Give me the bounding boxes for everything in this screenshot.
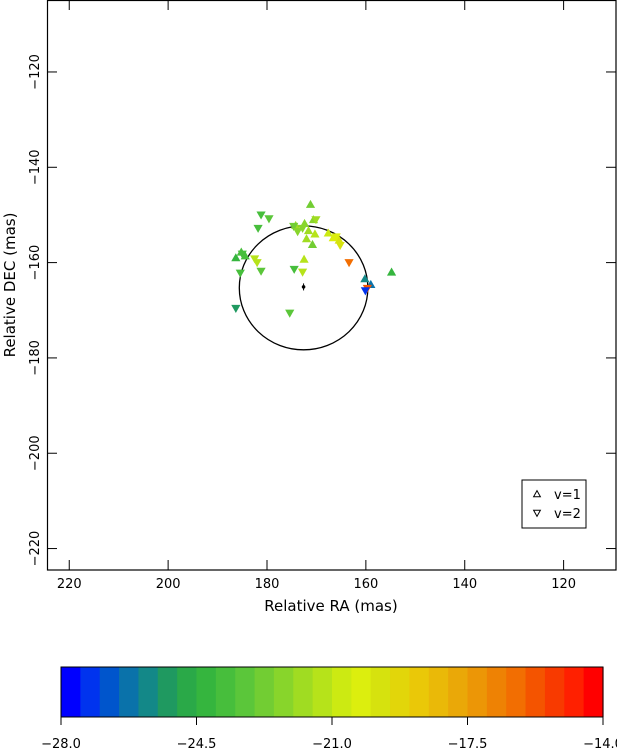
colorbar-tick-label: −24.5: [177, 737, 217, 750]
y-tick-label: −120: [28, 54, 43, 90]
x-tick-label: 140: [452, 577, 477, 592]
v2-point: [256, 267, 266, 276]
colorbar-swatch: [235, 667, 256, 717]
colorbar-swatch: [564, 667, 585, 717]
y-tick-label: −200: [28, 435, 43, 471]
x-tick-label: 220: [57, 577, 82, 592]
x-tick-label: 200: [156, 577, 181, 592]
v2-point: [344, 259, 354, 268]
colorbar-swatch: [157, 667, 178, 717]
center-marker: [301, 285, 306, 289]
legend-label: v=1: [554, 488, 581, 503]
colorbar-swatch: [99, 667, 120, 717]
v2-point: [331, 233, 341, 242]
y-tick-label: −180: [28, 340, 43, 376]
v2-point: [289, 265, 299, 274]
colorbar-swatch: [448, 667, 469, 717]
colorbar-swatch: [486, 667, 507, 717]
colorbar-swatch: [583, 667, 604, 717]
colorbar-swatch: [351, 667, 372, 717]
colorbar-swatch: [138, 667, 159, 717]
v1-point: [360, 274, 370, 283]
v2-point: [231, 304, 241, 313]
colorbar-swatch: [215, 667, 236, 717]
v1-point: [307, 239, 318, 248]
v1-point: [386, 267, 397, 276]
v2-point: [289, 222, 299, 231]
colorbar-swatch: [544, 667, 565, 717]
v1-point: [310, 229, 320, 238]
v2-point: [253, 224, 263, 233]
legend: v=1v=2: [521, 479, 587, 529]
y-tick-label: −160: [28, 245, 43, 281]
colorbar-swatch: [177, 667, 198, 717]
v1-point: [231, 253, 241, 262]
colorbar-swatch: [409, 667, 430, 717]
legend-label: v=2: [554, 507, 581, 522]
v2-point: [293, 228, 303, 237]
v2-point: [237, 250, 247, 259]
colorbar-swatch: [525, 667, 546, 717]
v1-point: [305, 199, 316, 208]
v1-point: [303, 226, 314, 235]
colorbar-swatch: [80, 667, 101, 717]
v1-point: [301, 234, 312, 243]
v2-point: [335, 241, 345, 251]
v1-point: [299, 254, 309, 263]
v2-point: [297, 268, 308, 277]
y-tick-label: −140: [28, 149, 43, 185]
colorbar-swatch: [332, 667, 352, 717]
v2-point: [256, 211, 266, 220]
plot-frame: [46, 0, 617, 571]
v1-point: [323, 228, 333, 237]
colorbar-swatch: [293, 667, 314, 717]
v1-point: [334, 235, 344, 244]
colorbar-swatch: [370, 667, 391, 717]
colorbar-swatch: [428, 667, 449, 717]
colorbar-tick-label: −17.5: [448, 737, 488, 750]
v2-point: [252, 259, 262, 268]
legend-triangle-down-icon: [532, 509, 542, 518]
colorbar-swatch: [254, 667, 275, 717]
x-tick-label: 180: [255, 577, 280, 592]
colorbar-tick-label: −21.0: [312, 737, 352, 750]
legend-box: [521, 479, 587, 529]
v2-point: [264, 215, 274, 224]
v2-point: [285, 309, 295, 318]
v2-point: [311, 216, 321, 225]
colorbar-swatch: [390, 667, 411, 717]
colorbar: −28.0 −24.5 −21.0 −17.5 −14.0: [41, 666, 617, 750]
colorbar-swatch: [312, 667, 333, 717]
axes: 220 200 180 160 140 120 −120 −140 −160 −180 −200 −2…: [28, 0, 617, 592]
x-axis-title: Relative RA (mas): [264, 597, 397, 615]
v2-point: [297, 224, 308, 233]
colorbar-swatch: [467, 667, 488, 717]
colorbar-tick-label: −28.0: [41, 737, 81, 750]
y-tick-label: −220: [28, 531, 43, 567]
colorbar-swatch: [61, 667, 81, 717]
colorbar-swatch: [119, 667, 140, 717]
colorbar-swatch: [196, 667, 217, 717]
y-axis-title: Relative DEC (mas): [1, 213, 19, 358]
colorbar-tick-label: −14.0: [583, 737, 617, 750]
legend-triangle-up-icon: [532, 489, 542, 498]
colorbar-swatch: [506, 667, 527, 717]
v2-point: [360, 287, 370, 296]
x-tick-label: 160: [353, 577, 378, 592]
x-tick-label: 120: [551, 577, 576, 592]
plot-area: [231, 199, 397, 351]
colorbar-swatch: [273, 667, 294, 717]
v2-point: [235, 269, 245, 278]
